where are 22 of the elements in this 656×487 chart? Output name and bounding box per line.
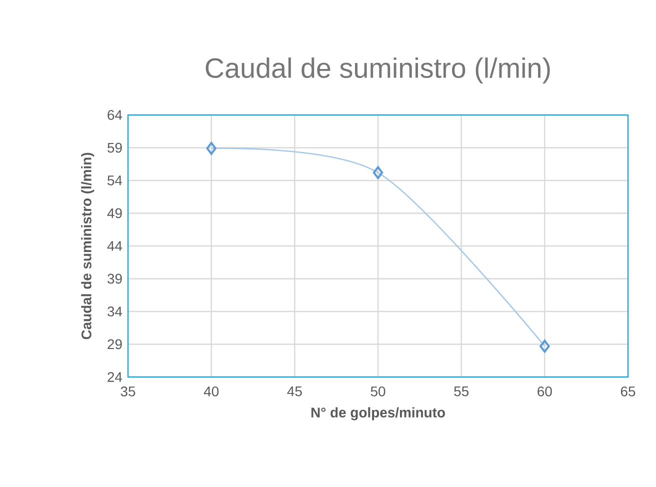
chart-title: Caudal de suministro (l/min) bbox=[206, 58, 550, 84]
x-tick-label: 65 bbox=[620, 386, 636, 396]
x-tick-label: 45 bbox=[287, 386, 302, 396]
y-tick-label: 54 bbox=[108, 176, 122, 186]
y-axis-title: Caudal de suministro (l/min) bbox=[81, 152, 94, 340]
x-tick-label: 40 bbox=[204, 386, 219, 396]
x-axis-title: N° de golpes/minuto bbox=[311, 407, 445, 420]
y-tick-label: 64 bbox=[108, 110, 122, 120]
x-tick-label: 50 bbox=[370, 386, 386, 396]
y-tick-label: 59 bbox=[108, 142, 122, 153]
y-tick-label: 29 bbox=[108, 339, 122, 350]
x-tick-label: 35 bbox=[120, 386, 136, 396]
point bbox=[540, 340, 550, 353]
y-tick-label: 44 bbox=[107, 241, 122, 251]
x-tick-label: 55 bbox=[454, 386, 469, 396]
point bbox=[372, 166, 384, 180]
y-tick-label: 24 bbox=[108, 372, 122, 382]
y-tick-label: 49 bbox=[107, 208, 122, 218]
x-tick-label: 60 bbox=[538, 386, 552, 396]
point bbox=[206, 142, 216, 155]
y-tick-label: 39 bbox=[108, 274, 122, 284]
y-tick-label: 34 bbox=[108, 306, 122, 316]
